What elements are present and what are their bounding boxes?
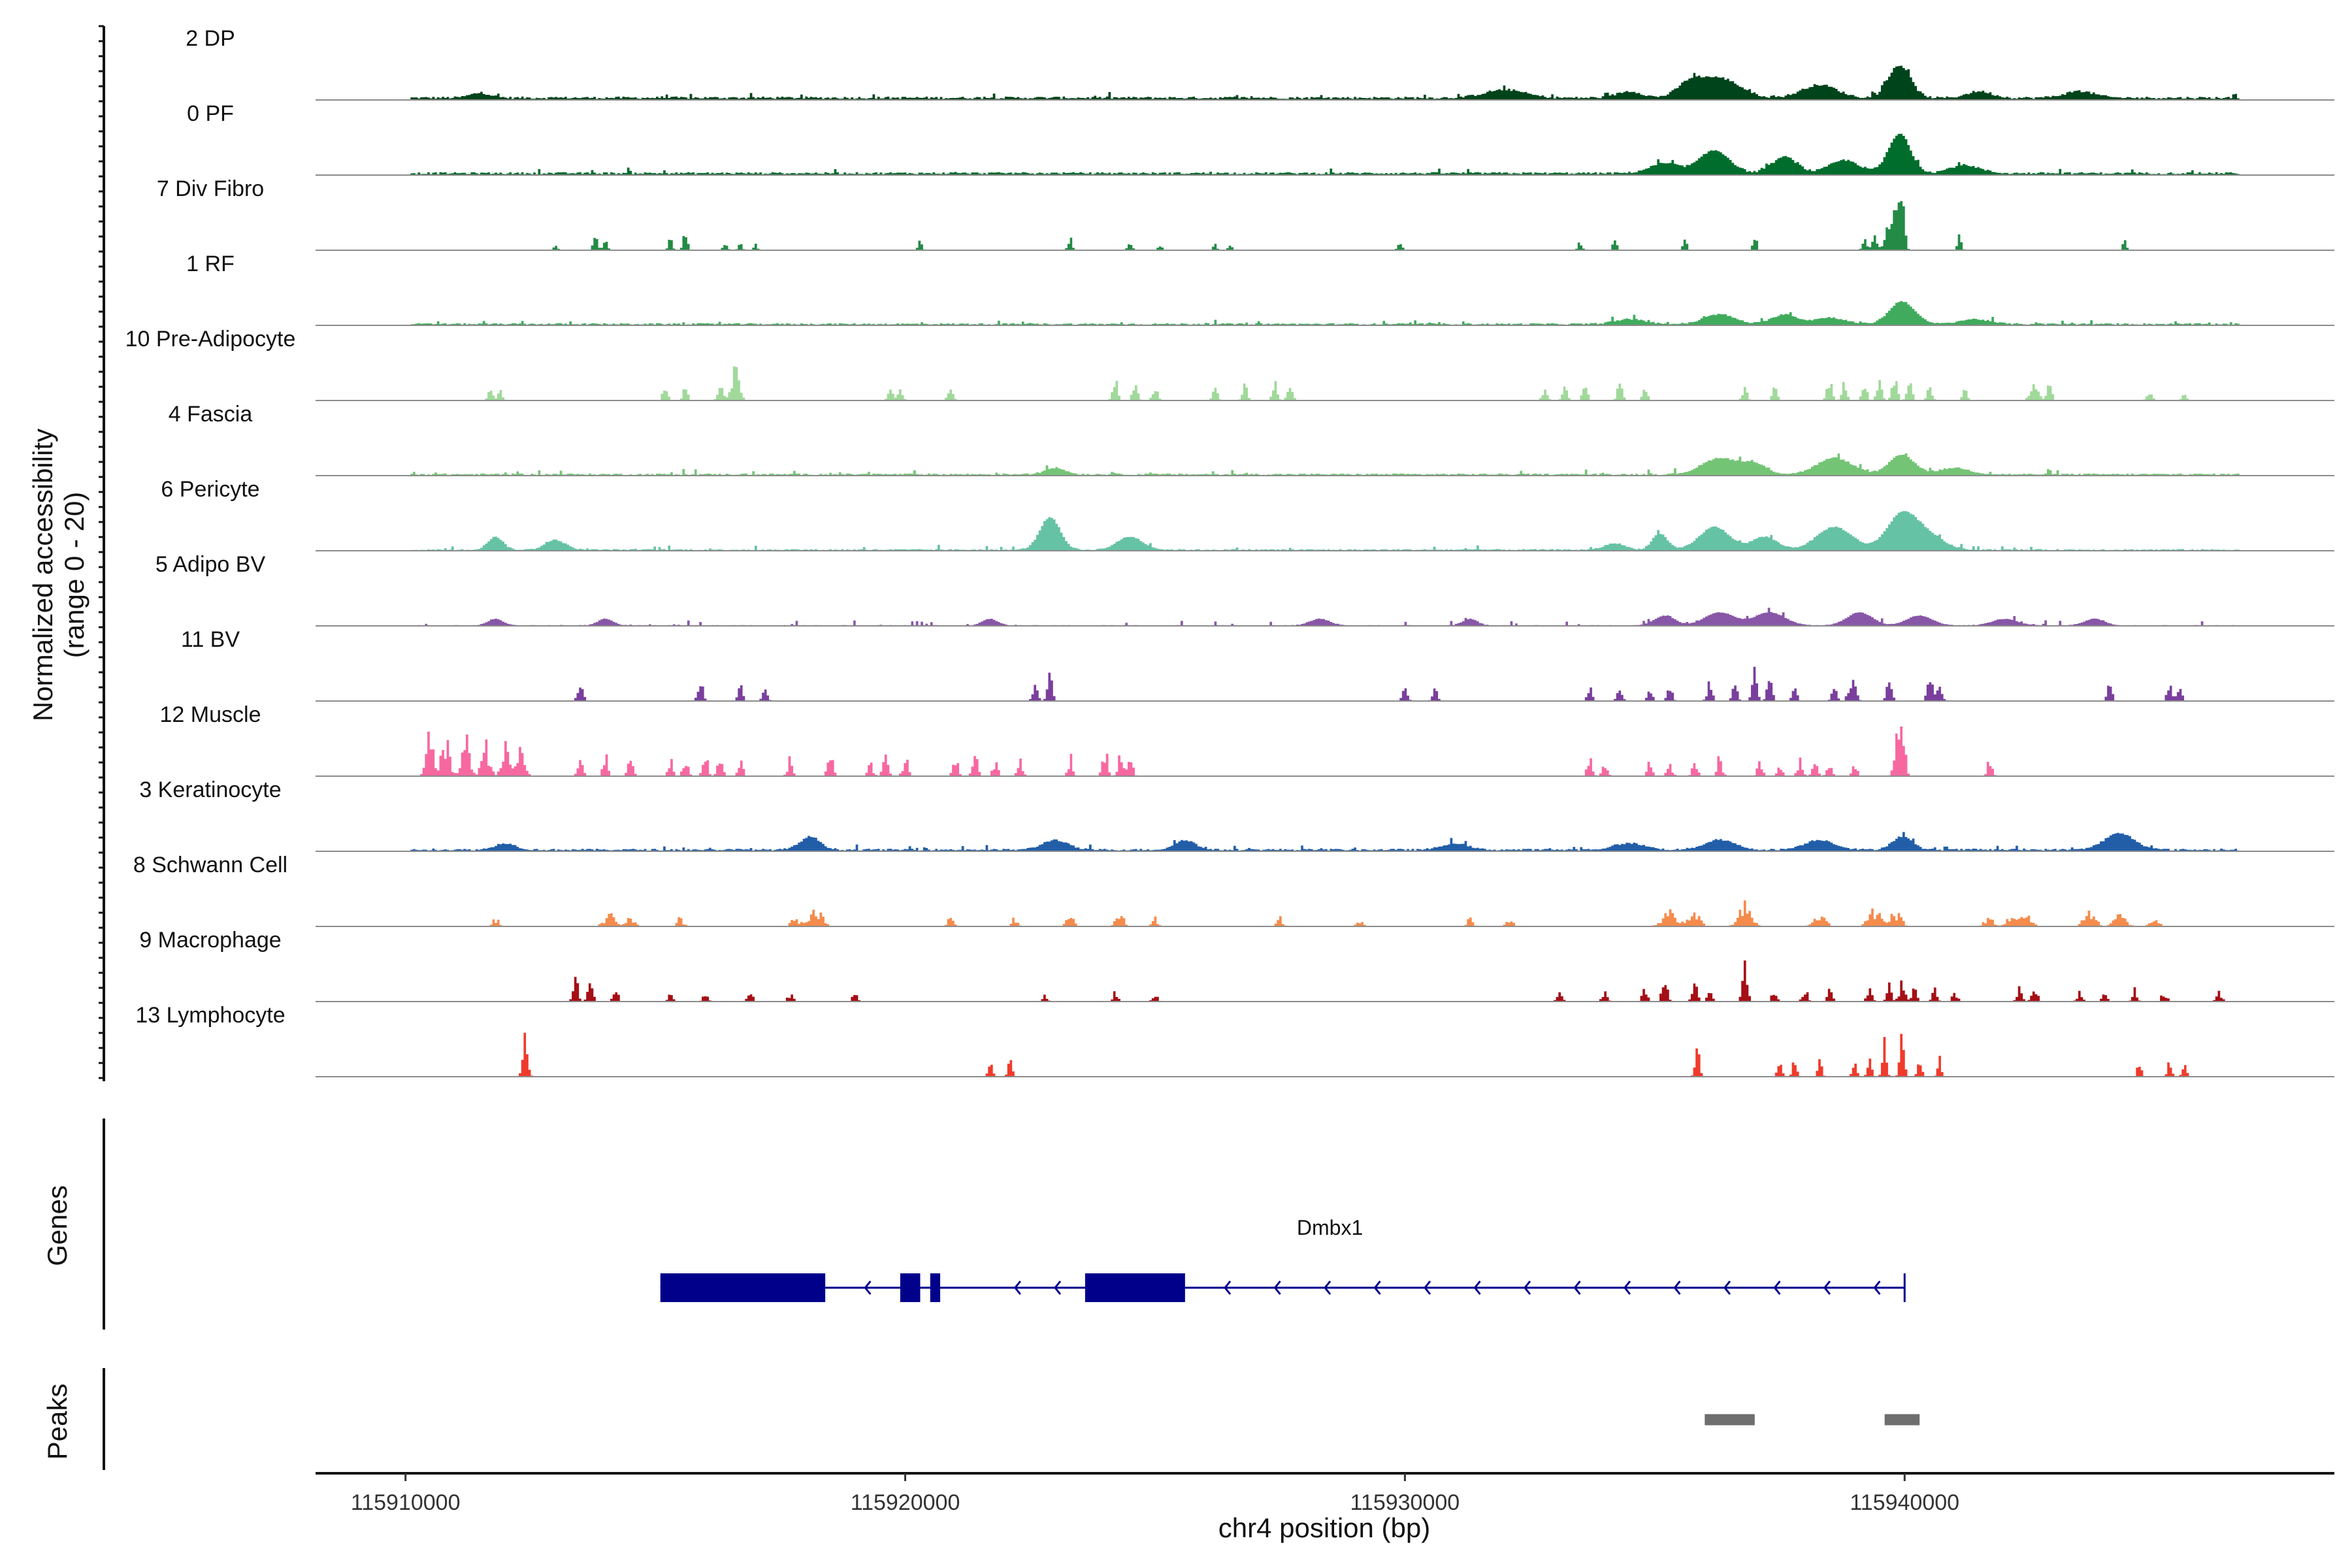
strand-arrow: [1723, 1281, 1731, 1295]
strand-arrow: [1524, 1281, 1531, 1295]
strand-arrow: [1424, 1281, 1431, 1295]
gene-exon: [1085, 1273, 1185, 1302]
track-4: 1 RF: [186, 252, 2334, 326]
track-12: 8 Schwann Cell: [133, 853, 2334, 927]
coverage-area: [485, 366, 2189, 400]
coverage-area: [410, 301, 2240, 325]
coverage-area: [410, 608, 2240, 626]
coverage-area: [569, 960, 2225, 1002]
genes-track-title: Genes: [42, 1185, 73, 1266]
track-label: 7 Div Fibro: [157, 176, 264, 201]
strand-arrow: [1473, 1281, 1481, 1295]
track-13: 9 Macrophage: [139, 928, 2334, 1002]
track-label: 4 Fascia: [169, 402, 253, 427]
coverage-area: [420, 726, 1997, 776]
track-label: 12 Muscle: [160, 702, 261, 727]
track-8: 5 Adipo BV: [155, 552, 2334, 627]
peak-region: [1705, 1414, 1755, 1426]
strand-arrow: [1673, 1281, 1681, 1295]
track-9: 11 BV: [181, 627, 2334, 702]
coverage-area: [410, 511, 2240, 551]
x-tick-label: 115930000: [1350, 1490, 1460, 1515]
y-axis-range: (range 0 - 20): [59, 492, 90, 658]
peaks-track-title: Peaks: [42, 1384, 73, 1460]
gene-exon: [660, 1273, 826, 1302]
y-axis-title: Normalized accessibility: [27, 429, 58, 721]
y-axis: [99, 25, 105, 1081]
track-label: 10 Pre-Adipocyte: [125, 327, 296, 351]
track-5: 10 Pre-Adipocyte: [125, 327, 2334, 401]
track-label: 13 Lymphocyte: [135, 1003, 285, 1028]
coverage-area: [519, 1032, 2189, 1077]
track-11: 3 Keratinocyte: [139, 777, 2334, 852]
coverage-area: [552, 201, 2129, 250]
strand-arrow: [1573, 1281, 1581, 1295]
gene-exon: [930, 1273, 941, 1302]
x-tick-label: 115920000: [851, 1490, 960, 1515]
coverage-area: [410, 65, 2240, 100]
coverage-area: [410, 133, 2240, 175]
track-1: 2 DP: [186, 26, 2334, 101]
track-6: 4 Fascia: [169, 402, 2334, 476]
strand-arrow: [1773, 1281, 1781, 1295]
strand-arrow: [1324, 1281, 1331, 1295]
strand-arrow: [1013, 1281, 1021, 1295]
track-label: 2 DP: [186, 26, 235, 51]
strand-arrow: [1873, 1281, 1881, 1295]
track-10: 12 Muscle: [160, 702, 2334, 777]
x-tick-label: 115910000: [351, 1490, 461, 1515]
x-axis: 115910000 115920000 115930000 115940000: [316, 1472, 2334, 1515]
x-tick-label: 115940000: [1850, 1490, 1959, 1515]
coverage-area: [410, 453, 2240, 476]
strand-arrow: [864, 1281, 872, 1295]
peaks-track: [103, 1368, 1920, 1470]
coverage-tracks: 2 DP 0 PF 7 Div Fibro 1 RF 10 Pre-Adipocyte 4…: [125, 26, 2334, 1077]
coverage-area: [574, 666, 2184, 701]
track-7: 6 Pericyte: [161, 477, 2334, 551]
track-label: 9 Macrophage: [139, 928, 281, 953]
coverage-area: [410, 832, 2240, 851]
strand-arrow: [1373, 1281, 1381, 1295]
strand-arrow: [1224, 1281, 1232, 1295]
track-label: 8 Schwann Cell: [133, 853, 287, 877]
strand-arrow: [1823, 1281, 1831, 1295]
strand-arrow: [1623, 1281, 1631, 1295]
gene-exon: [900, 1273, 921, 1302]
strand-arrow: [1054, 1281, 1062, 1295]
track-label: 3 Keratinocyte: [139, 777, 281, 802]
track-3: 7 Div Fibro: [157, 176, 2334, 251]
gene-name-label: Dmbx1: [1297, 1216, 1363, 1239]
peak-region: [1884, 1414, 1920, 1426]
track-label: 1 RF: [186, 252, 235, 276]
gene-annotation-track: Dmbx1: [103, 1119, 1906, 1330]
track-label: 0 PF: [187, 101, 234, 126]
strand-arrow: [1273, 1281, 1281, 1295]
track-label: 5 Adipo BV: [155, 552, 266, 577]
track-14: 13 Lymphocyte: [135, 1003, 2334, 1077]
track-2: 0 PF: [187, 101, 2334, 176]
track-label: 6 Pericyte: [161, 477, 259, 502]
coverage-area: [489, 900, 2163, 926]
track-label: 11 BV: [181, 627, 240, 652]
x-axis-title: chr4 position (bp): [1218, 1512, 1431, 1543]
